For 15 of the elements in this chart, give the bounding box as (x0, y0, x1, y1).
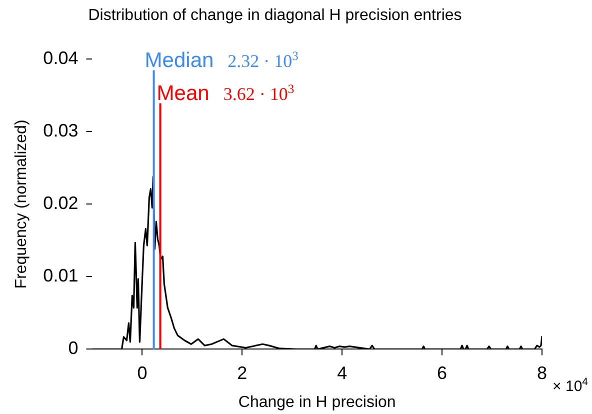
y-tick-label: 0.03 (43, 120, 78, 141)
x-tick-label: 0 (137, 362, 148, 383)
x-axis-title: Change in H precision (238, 394, 396, 411)
y-axis-title: Frequency (normalized) (13, 120, 30, 289)
y-tick-label: 0.02 (43, 193, 78, 214)
chart-title: Distribution of change in diagonal H precision entries (88, 7, 462, 24)
x-tick-label: 4 (337, 362, 348, 383)
ref-line-label: Median (144, 49, 214, 72)
y-tick-label: 0.01 (43, 266, 78, 286)
x-tick-label: 2 (237, 362, 248, 383)
y-tick-label: 0 (68, 338, 78, 358)
x-tick-label: 6 (437, 362, 448, 383)
ref-line-label: Mean (156, 82, 210, 106)
y-tick-label: 0.04 (43, 48, 78, 68)
x-tick-label: 8 (536, 362, 548, 383)
